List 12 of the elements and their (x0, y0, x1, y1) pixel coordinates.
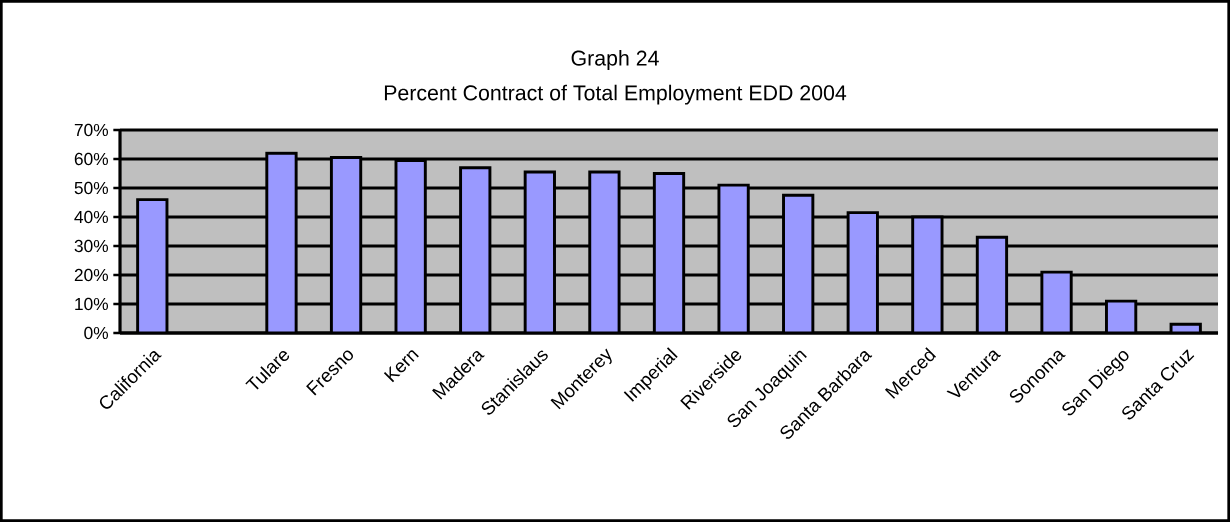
chart-title: Graph 24 (571, 50, 659, 70)
y-tick-label: 30% (74, 239, 109, 253)
y-tick-label: 10% (75, 297, 109, 311)
chart-subtitle: Percent Contract of Total Employment EDD 2004 (384, 84, 847, 105)
bar (136, 198, 169, 333)
y-tick-label: 20% (74, 268, 109, 282)
y-tick-label: 60% (74, 152, 109, 166)
y-tick-label: 0% (84, 326, 109, 340)
y-tick-label: 70% (74, 123, 109, 137)
y-tick-label: 40% (74, 210, 109, 224)
bar (911, 215, 944, 333)
y-tick-label: 50% (74, 181, 109, 195)
